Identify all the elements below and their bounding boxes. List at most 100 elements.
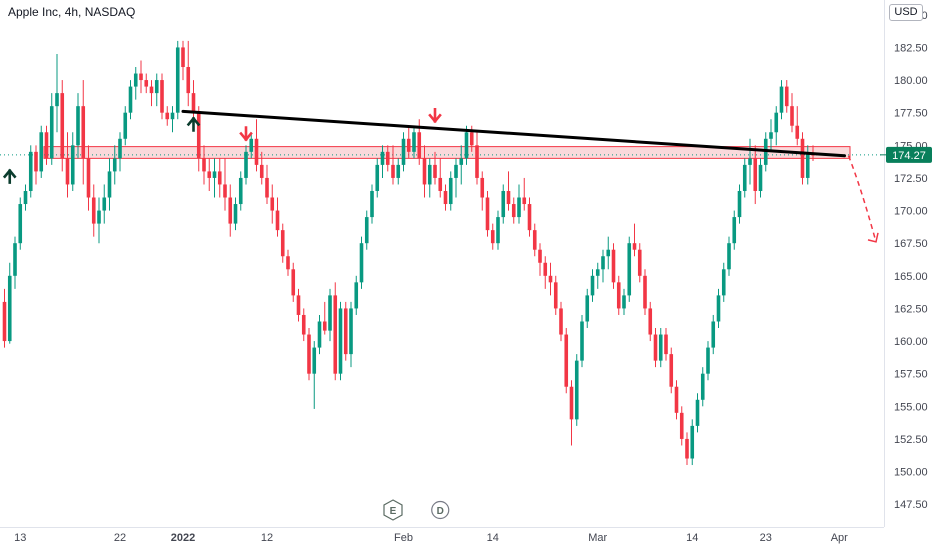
x-tick-label: 22 [114, 532, 126, 544]
projection-path [847, 155, 877, 243]
earnings-event-badge [383, 499, 403, 521]
candle-body [627, 243, 632, 296]
y-tick-label: 182.50 [894, 42, 928, 54]
candles-layer [2, 40, 815, 466]
candle-body [769, 132, 773, 139]
candle-body [86, 158, 91, 198]
dividend-event-badge [431, 500, 450, 520]
candle-body [711, 321, 716, 348]
candle-body [417, 132, 422, 159]
candle-body [422, 158, 427, 185]
candle-body [475, 145, 479, 178]
candle-body [212, 171, 217, 178]
candle-body [338, 308, 343, 374]
candle-body [149, 86, 154, 94]
y-tick-label: 162.50 [894, 303, 928, 315]
candle-body [128, 86, 133, 113]
candle-body [679, 412, 684, 439]
candle-body [144, 80, 149, 87]
x-tick-label: 14 [487, 532, 499, 544]
candle-body [307, 334, 311, 374]
candle-body [133, 73, 138, 87]
down-arrow-marker [239, 126, 253, 142]
candle-body [412, 132, 416, 152]
candle-body [496, 217, 500, 244]
candle-body [49, 106, 54, 159]
candle-body [758, 164, 763, 191]
candle-body [511, 204, 516, 218]
candle-body [632, 243, 637, 250]
candle-body [564, 334, 569, 387]
candle-body [175, 47, 180, 113]
candle-body [501, 190, 506, 218]
candle-body [170, 112, 175, 120]
candle-body [616, 282, 621, 309]
candle-body [291, 269, 296, 296]
candle-body [669, 354, 674, 387]
x-tick-label: Apr [831, 532, 848, 544]
candle-body [91, 197, 96, 224]
candle-body [186, 67, 191, 94]
candle-body [538, 249, 542, 263]
candle-body [517, 197, 521, 218]
candle-body [401, 138, 406, 165]
candle-body [784, 86, 789, 107]
candle-body [28, 151, 33, 191]
candle-body [359, 243, 364, 283]
candle-body [18, 204, 23, 244]
candle-body [13, 243, 17, 276]
candle-body [70, 145, 75, 185]
candle-body [779, 86, 784, 113]
candle-body [391, 164, 395, 178]
x-tick-label: 12 [261, 532, 273, 544]
candle-body [165, 112, 170, 120]
candle-body [380, 151, 385, 165]
candle-body [254, 138, 259, 165]
candle-body [275, 210, 280, 231]
candle-body [107, 171, 112, 198]
candle-body [464, 132, 469, 159]
candle-body [622, 295, 626, 309]
candle-body [553, 282, 558, 309]
candle-body [123, 112, 128, 139]
candle-body [580, 321, 584, 361]
candle-body [286, 256, 290, 270]
candle-body [737, 190, 742, 218]
candle-body [716, 295, 721, 322]
x-tick-label: 2022 [171, 532, 195, 544]
candle-body [433, 164, 437, 178]
candle-body [664, 334, 668, 355]
candle-body [585, 295, 590, 322]
candle-body [527, 204, 532, 231]
candle-body [259, 164, 264, 178]
candle-body [55, 93, 59, 107]
y-tick-label: 150.00 [894, 467, 928, 479]
candle-body [385, 151, 390, 165]
event-badge-label: E [390, 506, 397, 517]
candle-body [244, 151, 248, 178]
candle-body [601, 256, 605, 270]
y-tick-label: 170.00 [894, 206, 928, 218]
candle-body [60, 93, 65, 159]
candle-body [233, 204, 238, 224]
candle-body [753, 158, 758, 191]
candle-body [637, 249, 642, 276]
y-tick-label: 180.00 [894, 75, 928, 87]
candle-body [721, 269, 726, 296]
candle-body [249, 138, 254, 152]
x-tick-label: 23 [760, 532, 772, 544]
current-price-label: 174.27 [892, 150, 926, 162]
candle-body [2, 301, 7, 342]
candle-body [349, 308, 353, 355]
candle-body [7, 275, 12, 342]
candle-body [270, 197, 275, 211]
up-arrow-marker [2, 168, 17, 184]
candle-body [76, 106, 80, 146]
candle-body [611, 249, 616, 283]
candle-body [459, 158, 464, 165]
x-tick-label: Mar [588, 532, 607, 544]
currency-badge[interactable]: USD [889, 4, 923, 21]
